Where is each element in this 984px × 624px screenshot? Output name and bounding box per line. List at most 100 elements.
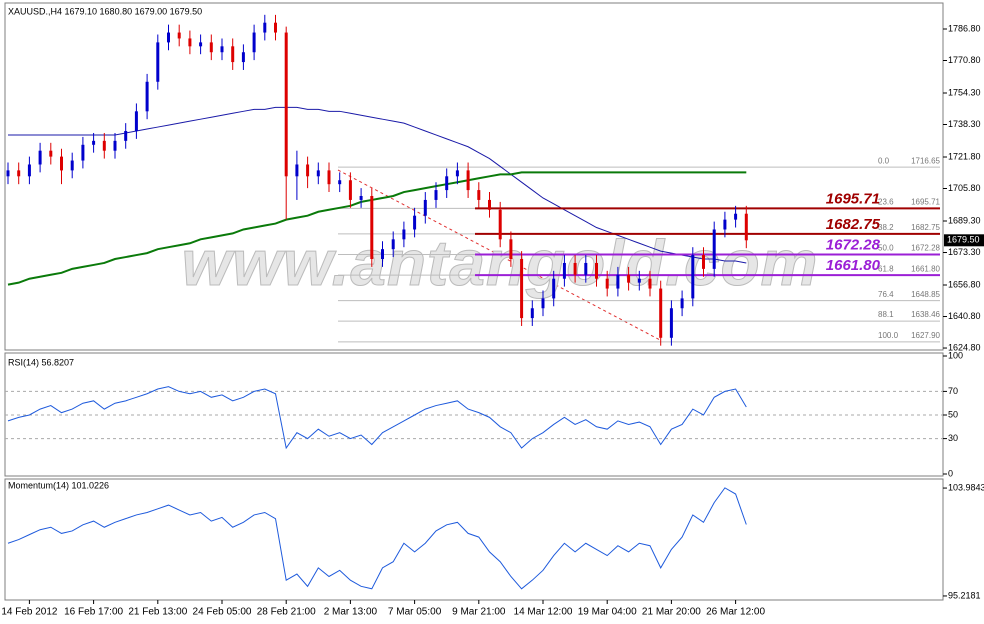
- candle-body: [348, 180, 352, 200]
- candle-body: [648, 278, 652, 289]
- y-tick-label: 1656.80: [948, 279, 981, 289]
- candle-body: [145, 81, 149, 112]
- fib-price: 1716.65: [911, 156, 940, 165]
- moving-average: [7, 171, 747, 286]
- fib-price: 1672.28: [911, 244, 940, 253]
- moving-average: [8, 106, 747, 264]
- candle-body: [605, 278, 609, 289]
- candle-body: [199, 42, 203, 47]
- key-level-label: 1682.75: [826, 216, 881, 233]
- candle-body: [156, 42, 160, 82]
- candle-body: [616, 274, 620, 289]
- candle-body: [92, 140, 96, 145]
- momentum-panel: [4, 478, 944, 601]
- y-tick-label: 1689.30: [948, 215, 981, 225]
- candle-body: [477, 190, 481, 200]
- y-tick-label: 1721.80: [948, 151, 981, 161]
- last-price-label: 1679.50: [947, 235, 980, 245]
- candle-body: [38, 150, 42, 165]
- candle-body: [102, 140, 106, 151]
- candle-body: [573, 262, 577, 275]
- x-tick-label: 14 Mar 12:00: [514, 607, 573, 618]
- candle-body: [134, 111, 138, 132]
- fib-level: 100.0: [878, 331, 899, 340]
- candle-body: [316, 170, 320, 177]
- candle-body: [637, 278, 641, 283]
- candle-body: [284, 32, 288, 177]
- indicator-line: [7, 487, 747, 590]
- fib-price: 1627.90: [911, 331, 940, 340]
- key-level-label: 1672.28: [826, 236, 881, 253]
- y-tick-label: 1673.30: [948, 247, 981, 257]
- candle-body: [445, 176, 449, 191]
- candle-body: [60, 156, 63, 171]
- candle-body: [17, 170, 21, 177]
- candle-body: [167, 32, 170, 43]
- indicator-line: [7, 386, 747, 450]
- candle-body: [488, 199, 491, 210]
- candle-body: [113, 140, 117, 151]
- y-tick-label: 103.9843: [948, 482, 984, 492]
- key-level-label: 1661.80: [826, 257, 881, 274]
- candle-body: [177, 32, 181, 39]
- fib-level: 88.1: [878, 310, 894, 319]
- y-tick-label: 70: [948, 386, 958, 396]
- panel-title: XAUUSD.,H4 1679.10 1680.80 1679.00 1679.…: [8, 6, 202, 16]
- x-tick-label: 16 Feb 17:00: [64, 607, 123, 618]
- candle-body: [434, 190, 438, 200]
- candle-body: [70, 160, 74, 171]
- candle-body: [124, 131, 128, 141]
- candle-body: [413, 215, 417, 230]
- y-tick-label: 1770.80: [948, 55, 981, 65]
- fib-price: 1695.71: [911, 197, 940, 206]
- candle-body: [520, 259, 524, 319]
- candle-body: [27, 164, 31, 177]
- candle-body: [723, 219, 727, 230]
- candle-body: [584, 262, 588, 275]
- candle-body: [381, 249, 384, 260]
- x-tick-label: 14 Feb 2012: [1, 607, 58, 618]
- candle-body: [669, 308, 673, 338]
- candle-body: [338, 180, 342, 185]
- candle-body: [734, 213, 738, 220]
- fib-level: 0.0: [878, 156, 890, 165]
- y-tick-label: 1705.80: [948, 183, 981, 193]
- candle-body: [680, 298, 684, 309]
- candle-body: [263, 22, 267, 33]
- candle-body: [306, 164, 310, 177]
- candle-body: [188, 38, 192, 47]
- fib-price: 1648.85: [911, 290, 940, 299]
- candle-body: [595, 262, 598, 279]
- y-tick-label: 1624.80: [948, 342, 981, 352]
- candle-body: [498, 209, 502, 240]
- x-tick-label: 26 Mar 12:00: [706, 607, 765, 618]
- candle-body: [241, 52, 245, 63]
- candle-body: [541, 298, 545, 309]
- candle-body: [252, 32, 256, 53]
- candle-body: [231, 46, 235, 63]
- candle-body: [562, 262, 566, 279]
- candle-body: [49, 150, 53, 157]
- x-tick-label: 24 Feb 05:00: [193, 607, 252, 618]
- fib-level: 23.6: [878, 197, 894, 206]
- price-panel: [4, 2, 944, 351]
- candle-body: [209, 42, 213, 53]
- candle-body: [530, 308, 534, 319]
- candle-body: [744, 213, 748, 241]
- fib-level: 38.2: [878, 223, 894, 232]
- y-tick-label: 100: [948, 350, 963, 360]
- last-price-box: [944, 234, 984, 247]
- y-tick-label: 1754.30: [948, 87, 981, 97]
- fib-level: 50.0: [878, 244, 894, 253]
- fib-price: 1638.46: [911, 310, 940, 319]
- candle-body: [220, 46, 224, 53]
- x-tick-label: 7 Mar 05:00: [388, 607, 442, 618]
- x-tick-label: 9 Mar 21:00: [452, 607, 506, 618]
- x-tick-label: 21 Mar 20:00: [642, 607, 701, 618]
- candle-body: [81, 144, 85, 161]
- panel-title: RSI(14) 56.8207: [8, 357, 74, 367]
- x-tick-label: 21 Feb 13:00: [128, 607, 187, 618]
- candle-body: [423, 199, 427, 216]
- candle-body: [712, 229, 716, 269]
